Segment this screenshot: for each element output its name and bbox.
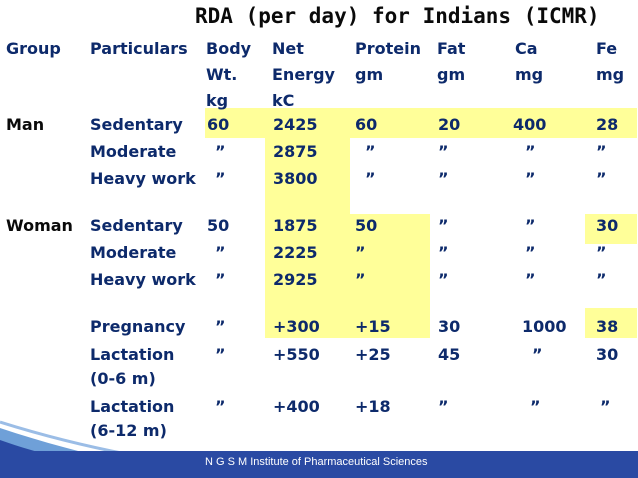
header-net-energy-line: Net (272, 39, 304, 58)
cell-ca: ” (532, 345, 543, 364)
highlight-cell-pregnancy-fe (585, 308, 637, 338)
header-protein-line: Protein (355, 39, 421, 58)
header-body-wt-line: Body (206, 39, 252, 58)
cell-protein: +18 (355, 397, 391, 416)
cell-fat: 20 (438, 115, 461, 134)
cell-body-wt: ” (215, 243, 226, 262)
highlight-cell-pregnancy-energy (265, 308, 430, 338)
header-group-line: Group (6, 39, 61, 58)
header-particulars: Particulars (90, 36, 188, 116)
header-fe-line: Fe (596, 39, 618, 58)
cell-ca: ” (525, 142, 536, 161)
cell-particulars: Heavy work (90, 169, 196, 188)
cell-protein: 50 (355, 216, 378, 235)
cell-particulars: Heavy work (90, 270, 196, 289)
cell-body-wt: ” (215, 397, 226, 416)
cell-protein: ” (365, 142, 376, 161)
cell-protein: ” (365, 169, 376, 188)
cell-ca: 1000 (522, 317, 567, 336)
cell-fe: 30 (596, 216, 619, 235)
header-fe-line: mg (596, 65, 625, 84)
cell-fat: 45 (438, 345, 461, 364)
cell-particulars: Sedentary (90, 216, 183, 235)
header-body-wt-line: kg (206, 91, 229, 110)
cell-body-wt: ” (215, 317, 226, 336)
header-net-energy-line: Energy (272, 65, 335, 84)
highlight-column-fe (585, 214, 637, 244)
cell-protein: 60 (355, 115, 378, 134)
cell-ca: ” (525, 243, 536, 262)
cell-body-wt: ” (215, 345, 226, 364)
cell-body-wt: 50 (207, 216, 230, 235)
cell-fe: ” (600, 397, 611, 416)
header-protein-line: gm (355, 65, 384, 84)
cell-energy: 2875 (273, 142, 318, 161)
cell-particulars: Lactation (0-6 m) (90, 345, 175, 388)
cell-particulars: Moderate (90, 142, 177, 161)
cell-protein: ” (355, 243, 366, 262)
header-ca-line: mg (515, 65, 544, 84)
header-protein: Protein gm (355, 36, 421, 116)
header-body-wt: Body Wt. kg (206, 36, 251, 116)
cell-fat: ” (438, 397, 449, 416)
header-fat-line: gm (437, 65, 466, 84)
footer-bar: N G S M Institute of Pharmaceutical Scie… (0, 451, 638, 478)
cell-protein: +25 (355, 345, 391, 364)
header-fat-line: Fat (437, 39, 466, 58)
cell-particulars: Pregnancy (90, 317, 186, 336)
cell-fe: ” (596, 243, 607, 262)
header-ca-line: Ca (515, 39, 538, 58)
cell-energy: 2425 (273, 115, 318, 134)
header-particulars-line: Particulars (90, 39, 188, 58)
cell-body-wt: 60 (207, 115, 230, 134)
cell-fat: ” (438, 243, 449, 262)
cell-energy: +300 (273, 317, 320, 336)
highlight-column-energy (265, 108, 350, 338)
cell-fe: 38 (596, 317, 619, 336)
cell-protein: +15 (355, 317, 391, 336)
header-fat: Fat gm (437, 36, 465, 116)
cell-fe: ” (596, 142, 607, 161)
cell-particulars: Sedentary (90, 115, 183, 134)
cell-ca: ” (530, 397, 541, 416)
cell-body-wt: ” (215, 142, 226, 161)
cell-protein: ” (355, 270, 366, 289)
cell-particulars: Lactation (6-12 m) (90, 397, 175, 440)
cell-group: Man (6, 115, 45, 134)
cell-fat: ” (438, 216, 449, 235)
header-body-wt-line: Wt. (206, 65, 238, 84)
cell-fe: 28 (596, 115, 619, 134)
cell-body-wt: ” (215, 270, 226, 289)
cell-energy: +400 (273, 397, 320, 416)
cell-fe: 30 (596, 345, 619, 364)
footer-text: N G S M Institute of Pharmaceutical Scie… (205, 456, 428, 468)
cell-fat: 30 (438, 317, 461, 336)
cell-fat: ” (438, 169, 449, 188)
header-fe: Fe mg (596, 36, 624, 116)
cell-fe: ” (596, 169, 607, 188)
cell-fat: ” (438, 142, 449, 161)
cell-energy: 2225 (273, 243, 318, 262)
cell-fe: ” (596, 270, 607, 289)
cell-energy: 3800 (273, 169, 318, 188)
cell-energy: +550 (273, 345, 320, 364)
cell-group: Woman (6, 216, 73, 235)
cell-fat: ” (438, 270, 449, 289)
header-net-energy: Net Energy kC (272, 36, 335, 116)
header-net-energy-line: kC (272, 91, 295, 110)
slide-title: RDA (per day) for Indians (ICMR) (195, 4, 600, 28)
cell-ca: ” (525, 169, 536, 188)
header-group: Group (6, 36, 61, 116)
cell-energy: 1875 (273, 216, 318, 235)
cell-energy: 2925 (273, 270, 318, 289)
cell-body-wt: ” (215, 169, 226, 188)
header-ca: Ca mg (515, 36, 543, 116)
highlight-column-protein (350, 214, 430, 308)
cell-particulars: Moderate (90, 243, 177, 262)
cell-ca: ” (525, 270, 536, 289)
cell-ca: ” (525, 216, 536, 235)
cell-ca: 400 (513, 115, 547, 134)
